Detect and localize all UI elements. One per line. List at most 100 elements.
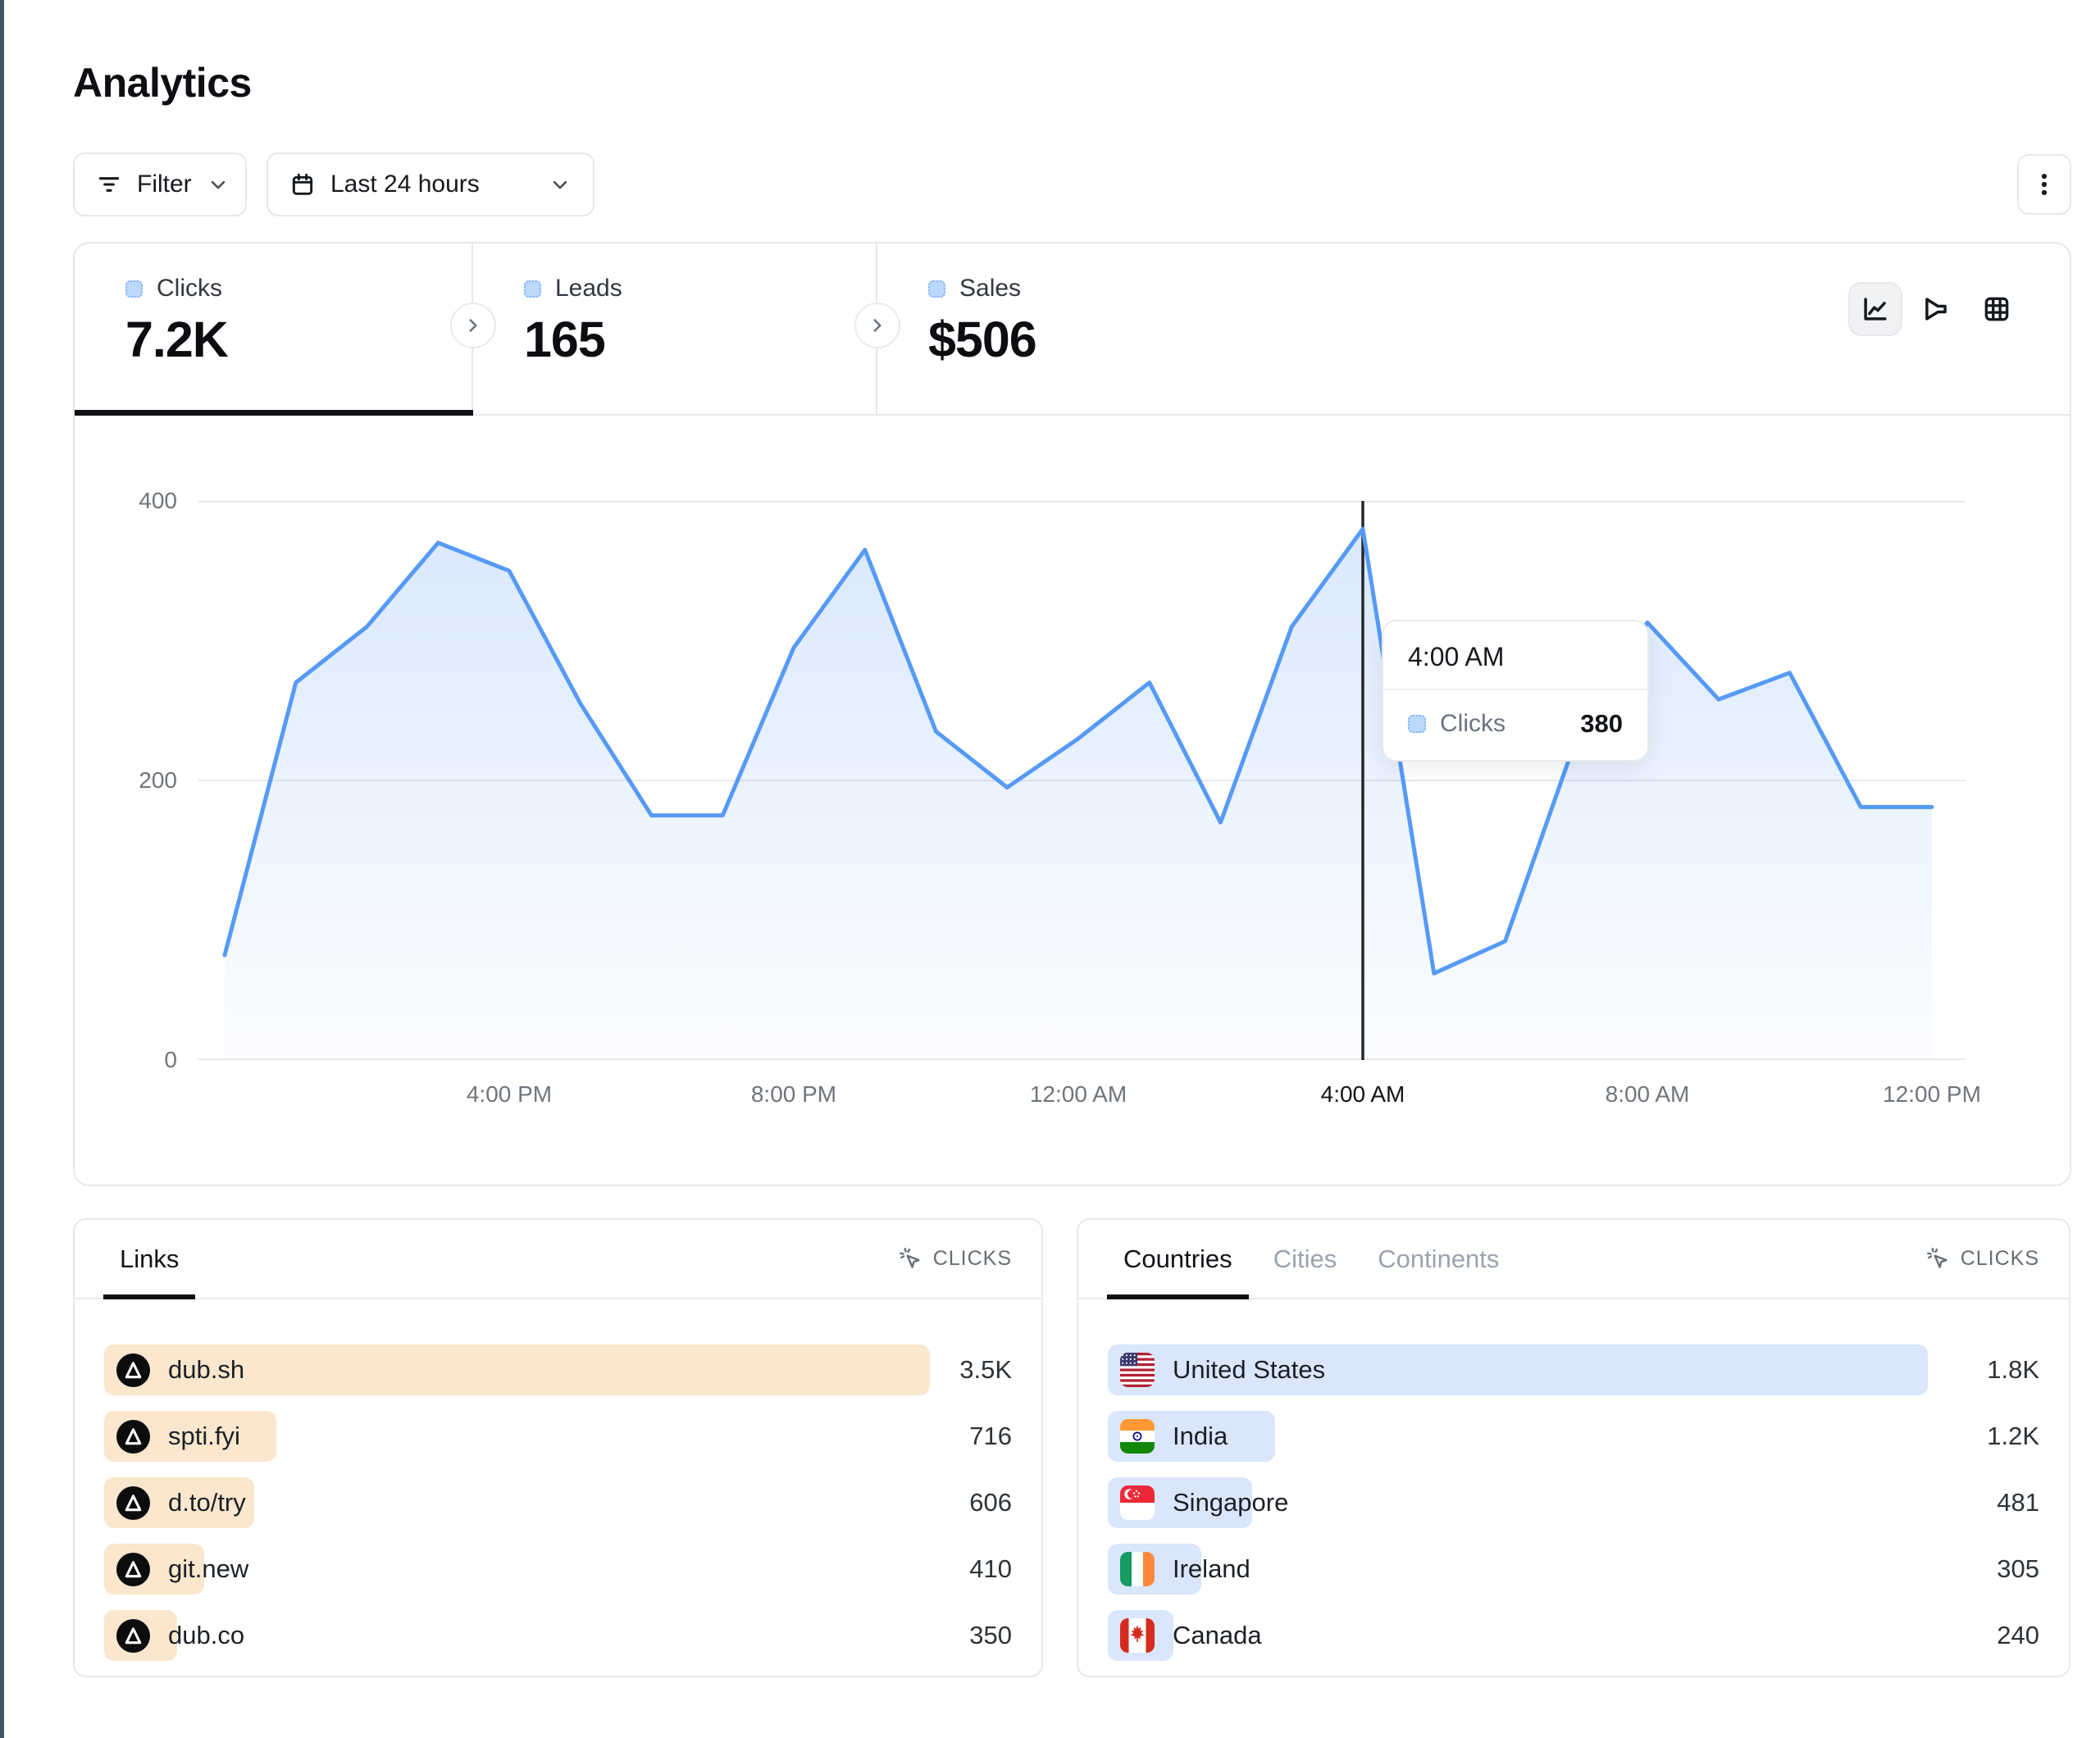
sg-flag-icon <box>1120 1485 1155 1520</box>
clicks-tab-label: Clicks <box>157 275 222 302</box>
sales-legend-chip <box>928 280 945 298</box>
list-item[interactable]: Ireland 305 <box>1108 1544 2039 1595</box>
y-tick-label: 0 <box>164 1047 177 1072</box>
x-axis-labels: 4:00 PM 8:00 PM 12:00 AM 4:00 AM 8:00 AM 12:0… <box>198 1081 1981 1114</box>
cursor-click-icon <box>1926 1247 1951 1272</box>
ie-flag-icon <box>1120 1552 1155 1586</box>
leads-tab-value: 165 <box>524 312 606 367</box>
cursor-click-icon <box>899 1247 923 1272</box>
countries-panel: Countries Cities Continents CLICKS Unite… <box>1077 1218 2070 1677</box>
clicks-tab-value: 7.2K <box>125 312 229 367</box>
chart-canvas <box>198 501 1966 1060</box>
list-item[interactable]: United States 1.8K <box>1108 1344 2039 1395</box>
dub-logo-icon <box>116 1618 150 1653</box>
funnel-view-button[interactable] <box>1909 282 1963 336</box>
links-panel: Links CLICKS dub.sh 3.5K spti.fyi 716 d.to/t… <box>73 1218 1043 1677</box>
page-title: Analytics <box>73 60 252 106</box>
links-list: dub.sh 3.5K spti.fyi 716 d.to/try 606 git.new 4… <box>75 1299 1041 1661</box>
links-metric-header[interactable]: CLICKS <box>899 1247 1012 1272</box>
tab-cities[interactable]: Cities <box>1273 1244 1337 1273</box>
clicks-area-chart[interactable]: 0 200 400 4:00 AM Clicks 380 <box>139 488 1966 1072</box>
table-view-button[interactable] <box>1970 282 2024 336</box>
x-tick-label: 4:00 AM <box>1320 1081 1405 1107</box>
tab-countries[interactable]: Countries <box>1107 1220 1249 1299</box>
item-value: 305 <box>1997 1554 2039 1583</box>
chart-view-switcher <box>1848 282 2024 336</box>
clicks-series-line <box>222 526 1934 976</box>
list-item[interactable]: India 1.2K <box>1108 1411 2039 1462</box>
dub-logo-icon <box>116 1485 150 1520</box>
item-value: 606 <box>969 1488 1012 1517</box>
list-item[interactable]: spti.fyi 716 <box>104 1411 1012 1462</box>
filter-button-label: Filter <box>137 171 192 198</box>
tooltip-series-chip <box>1408 715 1426 733</box>
tooltip-series-label: Clicks <box>1440 710 1506 737</box>
item-label: dub.co <box>168 1621 245 1649</box>
x-tick-label: 8:00 AM <box>1605 1081 1690 1107</box>
sales-tab-value: $506 <box>928 312 1037 367</box>
dub-logo-icon <box>116 1552 150 1586</box>
tab-continents[interactable]: Continents <box>1378 1244 1500 1273</box>
x-tick-label: 12:00 AM <box>1029 1081 1127 1107</box>
more-options-button[interactable] <box>2017 154 2071 215</box>
funnel-icon <box>1925 298 1947 321</box>
chart-tooltip: 4:00 AM Clicks 380 <box>1382 620 1649 762</box>
tooltip-time: 4:00 AM <box>1383 621 1647 690</box>
filter-lines-icon <box>96 171 122 198</box>
countries-metric-header[interactable]: CLICKS <box>1926 1247 2039 1272</box>
chevron-down-icon <box>549 173 572 196</box>
list-item[interactable]: dub.co 350 <box>104 1610 1012 1661</box>
leads-tab-label: Leads <box>555 275 622 302</box>
kebab-menu-icon <box>2030 171 2058 198</box>
active-tab-indicator <box>75 410 473 416</box>
item-value: 3.5K <box>959 1355 1012 1384</box>
list-item[interactable]: d.to/try 606 <box>104 1477 1012 1528</box>
tab-clicks[interactable]: Clicks 7.2K <box>75 243 473 414</box>
item-label: United States <box>1173 1355 1326 1384</box>
us-flag-icon <box>1120 1353 1155 1387</box>
list-item[interactable]: Canada 240 <box>1108 1610 2039 1661</box>
item-value: 716 <box>969 1422 1012 1450</box>
item-label: Ireland <box>1173 1554 1250 1583</box>
item-label: Canada <box>1173 1621 1262 1649</box>
item-value: 350 <box>969 1621 1012 1649</box>
tab-sales[interactable]: Sales $506 <box>877 243 2070 414</box>
x-tick-label: 12:00 PM <box>1883 1081 1981 1107</box>
ca-flag-icon <box>1120 1618 1155 1653</box>
dub-logo-icon <box>116 1419 150 1454</box>
tab-leads[interactable]: Leads 165 <box>473 243 877 414</box>
value-bar <box>104 1344 931 1395</box>
filter-button[interactable]: Filter <box>73 152 247 216</box>
table-grid-icon <box>1984 297 2009 321</box>
countries-metric-label: CLICKS <box>1960 1247 2039 1270</box>
item-label: India <box>1173 1422 1228 1450</box>
in-flag-icon <box>1120 1419 1155 1454</box>
chevron-right-icon <box>469 319 477 332</box>
expand-leads-button[interactable] <box>854 303 900 348</box>
tab-links[interactable]: Links <box>102 1220 196 1299</box>
item-label: d.to/try <box>168 1488 246 1517</box>
dub-logo-icon <box>116 1353 150 1387</box>
analytics-chart-card: Clicks 7.2K Leads 165 Sales $506 <box>73 242 2071 1186</box>
leads-legend-chip <box>524 280 541 298</box>
line-chart-view-button[interactable] <box>1848 282 1902 336</box>
item-value: 1.8K <box>1987 1355 2039 1384</box>
y-tick-label: 200 <box>139 767 177 793</box>
list-item[interactable]: Singapore 481 <box>1108 1477 2039 1528</box>
date-range-button[interactable]: Last 24 hours <box>266 152 594 216</box>
item-value: 410 <box>969 1554 1012 1583</box>
tooltip-series-value: 380 <box>1580 709 1623 738</box>
list-item[interactable]: dub.sh 3.5K <box>104 1344 1012 1395</box>
calendar-icon <box>289 171 316 198</box>
item-label: Singapore <box>1173 1488 1289 1517</box>
expand-clicks-button[interactable] <box>450 303 496 348</box>
item-value: 481 <box>1997 1488 2039 1517</box>
sales-tab-label: Sales <box>959 275 1022 302</box>
list-item[interactable]: git.new 410 <box>104 1544 1012 1595</box>
item-value: 1.2K <box>1987 1422 2039 1450</box>
stats-tabs-row: Clicks 7.2K Leads 165 Sales $506 <box>75 243 2070 416</box>
item-value: 240 <box>1997 1621 2039 1649</box>
item-label: git.new <box>168 1554 249 1583</box>
line-chart-icon <box>1864 298 1887 321</box>
item-label: dub.sh <box>168 1355 245 1384</box>
